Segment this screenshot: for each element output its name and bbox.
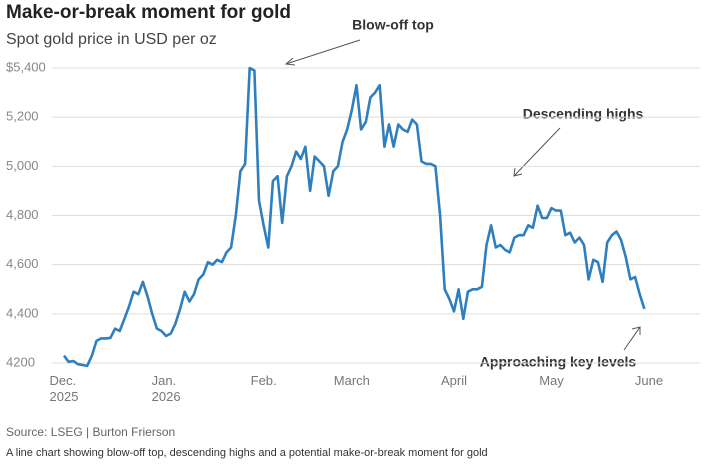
annotation: Blow-off top [352, 17, 434, 33]
y-tick-label: 5,000 [6, 158, 39, 173]
x-tick-label: Jan. 2026 [151, 373, 181, 404]
annotation: Approaching key levels [480, 354, 637, 370]
x-tick-label: April [440, 373, 468, 388]
y-tick-label: 4,600 [6, 256, 39, 271]
caption: A line chart showing blow-off top, desce… [6, 447, 488, 459]
price-line [62, 66, 646, 368]
x-tick-label: May [539, 373, 564, 388]
x-tick-label: Dec. 2025 [49, 373, 79, 404]
arrows [284, 39, 641, 351]
y-tick-label: $5,400 [6, 59, 46, 74]
source: Source: LSEG | Burton Frierson [6, 425, 175, 439]
y-tick-label: 4200 [6, 354, 35, 369]
y-tick-label: 4,400 [6, 305, 39, 320]
chart-title: Make-or-break moment for gold [6, 2, 291, 23]
y-tick-label: 4,800 [6, 207, 39, 222]
chart-subtitle: Spot gold price in USD per oz [6, 31, 217, 48]
annotation: Descending highs [523, 106, 644, 122]
y-tick-label: 5,200 [6, 109, 39, 124]
grid [52, 67, 700, 364]
x-tick-label: March [333, 373, 370, 388]
x-tick-label: June [634, 373, 664, 388]
x-tick-label: Feb. [250, 373, 277, 388]
